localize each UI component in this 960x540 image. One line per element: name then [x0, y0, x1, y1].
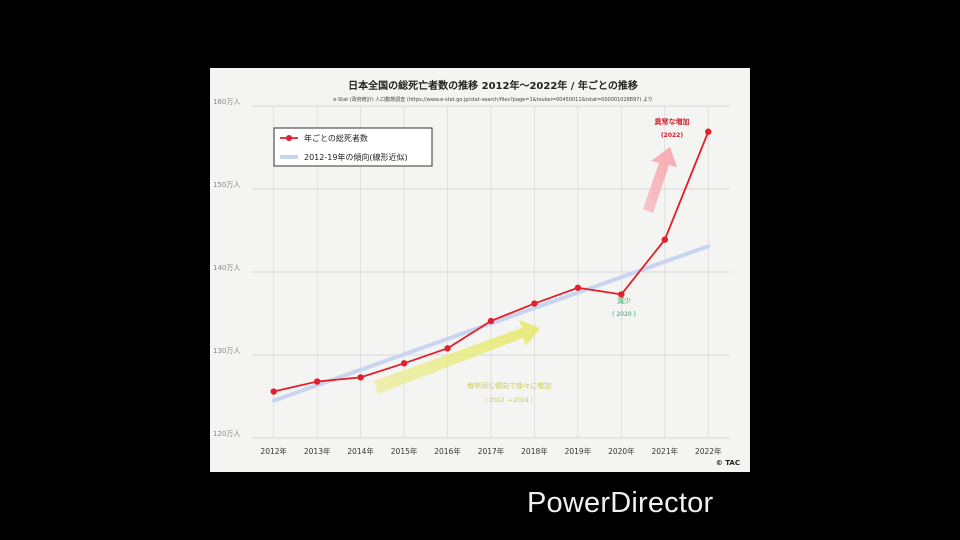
- annotation-abnormal: 異常な増加: [655, 117, 690, 126]
- x-tick-label: 2020年: [608, 446, 635, 456]
- legend-trend-label: 2012-19年の傾向(線形近似): [304, 152, 408, 162]
- data-point: [270, 388, 277, 395]
- annotation-abnormal-year: (2022): [661, 132, 683, 139]
- data-point: [531, 300, 538, 307]
- annotation-steady: 毎年同じ傾向で徐々に増加: [467, 381, 551, 390]
- data-point: [574, 284, 582, 291]
- data-point: [487, 317, 495, 325]
- powerdirector-watermark: PowerDirector: [527, 487, 714, 519]
- data-point: [618, 291, 625, 298]
- legend-series-label: 年ごとの総死者数: [304, 133, 368, 143]
- x-tick-label: 2016年: [434, 446, 461, 456]
- y-tick-label: 150万人: [213, 181, 240, 189]
- x-tick-label: 2022年: [695, 446, 722, 456]
- x-tick-label: 2019年: [565, 446, 592, 456]
- x-tick-label: 2012年: [260, 446, 287, 456]
- legend-series-marker: [286, 135, 292, 141]
- y-tick-label: 120万人: [213, 430, 240, 438]
- x-tick-label: 2017年: [478, 446, 505, 456]
- data-point: [313, 378, 321, 385]
- x-tick-label: 2021年: [652, 446, 679, 456]
- annotation-steady-years: ( 2012 → 2019 ): [485, 397, 533, 404]
- data-point: [357, 374, 364, 381]
- data-point: [661, 236, 669, 243]
- x-tick-label: 2013年: [304, 446, 331, 456]
- chart-subtitle: e-Stat (政府統計) 人口動態調査 (https://www.e-stat…: [333, 96, 653, 103]
- line-chart: 120万人 130万人 140万人 150万人 160万人 2012年 2013年 2014年…: [213, 79, 740, 467]
- legend-box: [273, 127, 433, 167]
- x-tick-label: 2015年: [391, 446, 418, 456]
- annotation-decrease: 減少: [617, 296, 631, 305]
- y-tick-label: 130万人: [213, 347, 240, 355]
- copyright: © TAC: [716, 459, 740, 467]
- y-tick-label: 160万人: [213, 98, 240, 106]
- x-tick-label: 2014年: [347, 446, 374, 456]
- x-tick-label: 2018年: [521, 446, 548, 456]
- chart-title: 日本全国の総死亡者数の推移 2012年〜2022年 / 年ごとの推移: [348, 79, 638, 92]
- annotation-decrease-year: ( 2020 ): [612, 311, 636, 318]
- y-tick-label: 140万人: [213, 264, 240, 272]
- steady-increase-arrow: [374, 320, 540, 394]
- data-point: [400, 360, 408, 367]
- abnormal-increase-arrow: [643, 147, 677, 213]
- data-point: [444, 345, 451, 352]
- data-point: [705, 128, 712, 135]
- chart-slide: 120万人 130万人 140万人 150万人 160万人 2012年 2013年 2014年…: [210, 68, 750, 472]
